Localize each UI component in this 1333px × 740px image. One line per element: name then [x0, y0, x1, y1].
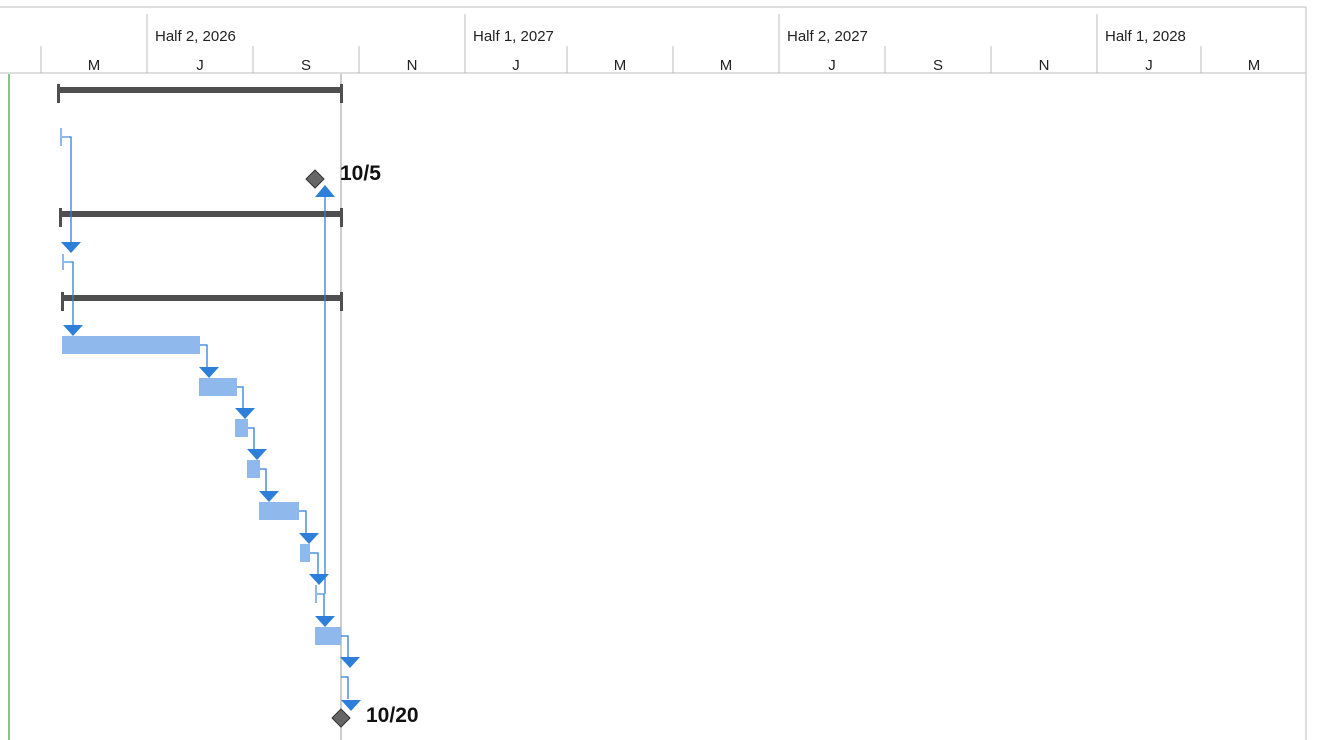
dependency-link	[200, 344, 208, 367]
task-stub[interactable]	[62, 254, 71, 270]
milestone-diamond-icon	[305, 169, 325, 189]
period-label: S	[301, 57, 311, 74]
dependency-link	[71, 261, 74, 325]
link-arrowhead	[259, 491, 279, 502]
period-label: M	[720, 57, 733, 74]
period-label: M	[614, 57, 627, 74]
period-label: J	[196, 57, 204, 74]
period-label: J	[1145, 57, 1153, 74]
dependency-link	[248, 427, 255, 449]
period-label: J	[512, 57, 520, 74]
dependency-link	[341, 676, 349, 699]
task-bar[interactable]	[315, 627, 341, 645]
link-arrowhead	[247, 449, 267, 460]
task-bar[interactable]	[199, 378, 237, 396]
period-label: N	[1039, 57, 1050, 74]
task-stub[interactable]	[60, 128, 69, 146]
task-bar[interactable]	[300, 544, 310, 562]
milestone-label: 10/5	[340, 162, 381, 185]
period-label: N	[407, 57, 418, 74]
task-bar[interactable]	[247, 460, 260, 478]
link-arrowhead	[315, 185, 335, 197]
link-arrowhead	[61, 242, 81, 253]
half-label: Half 2, 2026	[155, 28, 236, 45]
half-label: Half 2, 2027	[787, 28, 868, 45]
period-label: M	[88, 57, 101, 74]
link-arrowhead	[309, 574, 329, 585]
link-arrowhead	[199, 367, 219, 378]
half-label: Half 1, 2027	[473, 28, 554, 45]
dependency-link	[299, 510, 307, 533]
summary-bar[interactable]	[59, 208, 343, 227]
period-label: M	[1248, 57, 1261, 74]
period-label: J	[828, 57, 836, 74]
link-arrowhead	[341, 700, 361, 711]
dependency-link	[237, 386, 244, 408]
dependency-link	[310, 552, 319, 574]
link-arrowhead	[235, 408, 255, 419]
milestone[interactable]: 10/5	[305, 162, 381, 189]
half-label: Half 1, 2028	[1105, 28, 1186, 45]
dependency-link	[341, 635, 349, 657]
link-arrowhead	[315, 616, 335, 627]
chart-body: 10/5 10/20	[8, 74, 419, 740]
milestone-label: 10/20	[366, 704, 419, 727]
dependency-links	[61, 136, 361, 711]
summary-bar[interactable]	[57, 84, 343, 103]
milestone[interactable]: 10/20	[331, 704, 419, 728]
dependency-link	[69, 136, 72, 243]
summary-bar[interactable]	[61, 292, 343, 311]
milestone-diamond-icon	[331, 708, 351, 728]
link-arrowhead	[340, 657, 360, 668]
header-background	[0, 0, 1333, 74]
dependency-link	[260, 468, 267, 491]
period-label: S	[933, 57, 943, 74]
task-bar[interactable]	[259, 502, 299, 520]
task-bar[interactable]	[62, 336, 200, 354]
link-arrowhead	[299, 533, 319, 544]
task-stub[interactable]	[315, 585, 324, 603]
task-bar[interactable]	[235, 419, 248, 437]
link-arrowhead	[63, 325, 83, 336]
